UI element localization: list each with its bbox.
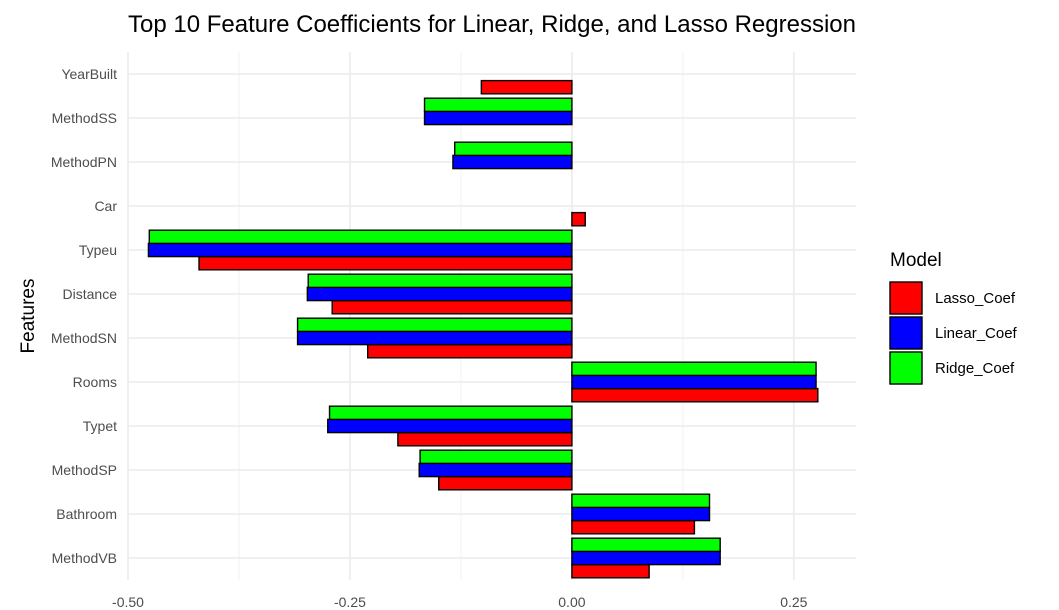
bar-lasso-coef-typet [397,431,573,447]
bar-linear-coef-distance [306,286,573,302]
bar-linear-coef-bathroom [571,506,711,522]
bar-linear-coef-methodpn [452,154,573,170]
grid [127,52,856,580]
y-tick-label: MethodPN [51,154,117,170]
bar-ridge-coef-methodsp [419,449,573,465]
bar-ridge-coef-typet [328,405,573,421]
legend-title: Model [890,250,942,271]
legend-label: Linear_Coef [935,325,1018,342]
bar-lasso-coef-typeu [198,255,573,271]
x-axis-ticks: -0.50 -0.25 0.00 0.25 [112,594,808,610]
bar-lasso-coef-methodvb [571,563,650,579]
x-tick-label: -0.25 [334,594,366,610]
y-tick-label: Car [94,198,117,214]
legend-swatch-ridge-coef [889,351,923,385]
chart-title: Top 10 Feature Coefficients for Linear, … [128,11,856,38]
bar-linear-coef-methodvb [571,550,721,566]
y-tick-label: Distance [63,286,118,302]
bar-lasso-coef-yearbuilt [480,79,573,95]
legend-swatch-linear-coef [889,316,923,350]
bar-lasso-coef-methodsn [367,343,573,359]
bars [147,79,819,579]
y-tick-label: MethodSS [52,110,117,126]
y-tick-label: Bathroom [56,506,117,522]
bar-ridge-coef-typeu [148,229,573,245]
bar-ridge-coef-distance [307,273,573,289]
y-tick-label: Typeu [79,242,117,258]
y-tick-label: MethodVB [52,550,117,566]
y-tick-label: Rooms [73,374,117,390]
bar-ridge-coef-methodvb [571,537,721,553]
legend-label: Lasso_Coef [935,290,1016,307]
bar-ridge-coef-methodss [423,97,573,113]
bar-lasso-coef-distance [331,299,573,315]
bar-lasso-coef-rooms [571,387,819,403]
y-tick-label: MethodSP [52,462,117,478]
y-tick-label: Typet [83,418,117,434]
x-tick-label: 0.25 [780,594,807,610]
y-axis-title: Features [18,279,39,354]
bar-linear-coef-methodss [423,110,573,126]
bar-linear-coef-methodsn [296,330,573,346]
bar-linear-coef-typet [327,418,573,434]
bar-linear-coef-typeu [147,242,573,258]
legend: Model Lasso_Coef Linear_Coef Ridge_Coef [889,250,1018,385]
bar-lasso-coef-methodsp [438,475,573,491]
x-tick-label: 0.00 [558,594,585,610]
x-tick-label: -0.50 [112,594,144,610]
legend-label: Ridge_Coef [935,360,1015,377]
bar-lasso-coef-bathroom [571,519,696,535]
legend-swatch-lasso-coef [889,281,923,315]
y-axis-ticks: YearBuilt MethodSS MethodPN Car Typeu Distanc… [51,66,117,566]
bar-ridge-coef-methodpn [454,141,573,157]
bar-linear-coef-rooms [571,374,817,390]
y-tick-label: MethodSN [51,330,117,346]
bar-lasso-coef-car [571,211,586,227]
bar-ridge-coef-bathroom [571,493,711,509]
y-tick-label: YearBuilt [61,66,117,82]
bar-ridge-coef-rooms [571,361,817,377]
bar-ridge-coef-methodsn [296,317,573,333]
bar-linear-coef-methodsp [418,462,573,478]
